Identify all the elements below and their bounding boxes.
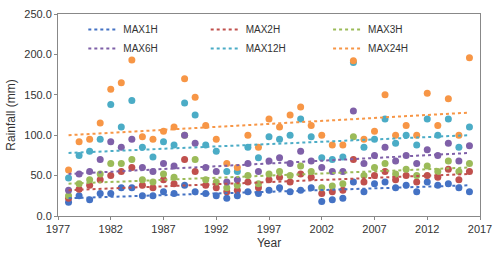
svg-text:MAX6H: MAX6H: [123, 43, 157, 54]
svg-text:MAX24H: MAX24H: [368, 43, 408, 54]
svg-text:2007: 2007: [362, 223, 386, 235]
svg-text:MAX2H: MAX2H: [246, 24, 280, 35]
svg-text:1982: 1982: [99, 223, 123, 235]
svg-text:50.0: 50.0: [30, 169, 51, 181]
svg-text:1987: 1987: [151, 223, 175, 235]
svg-text:250.0: 250.0: [24, 8, 52, 20]
svg-text:100.0: 100.0: [24, 129, 52, 141]
svg-text:MAX3H: MAX3H: [368, 24, 402, 35]
svg-text:200.0: 200.0: [24, 48, 52, 60]
svg-text:Rainfall (mm): Rainfall (mm): [4, 79, 18, 150]
svg-text:2002: 2002: [310, 223, 334, 235]
svg-text:MAX12H: MAX12H: [246, 43, 286, 54]
svg-text:2017: 2017: [468, 223, 492, 235]
svg-text:MAX1H: MAX1H: [123, 24, 157, 35]
svg-text:1992: 1992: [204, 223, 228, 235]
svg-text:1997: 1997: [257, 223, 281, 235]
svg-text:150.0: 150.0: [24, 89, 52, 101]
svg-text:Year: Year: [257, 236, 281, 250]
svg-text:1977: 1977: [46, 223, 70, 235]
svg-text:2012: 2012: [415, 223, 439, 235]
svg-text:0.0: 0.0: [37, 210, 52, 222]
